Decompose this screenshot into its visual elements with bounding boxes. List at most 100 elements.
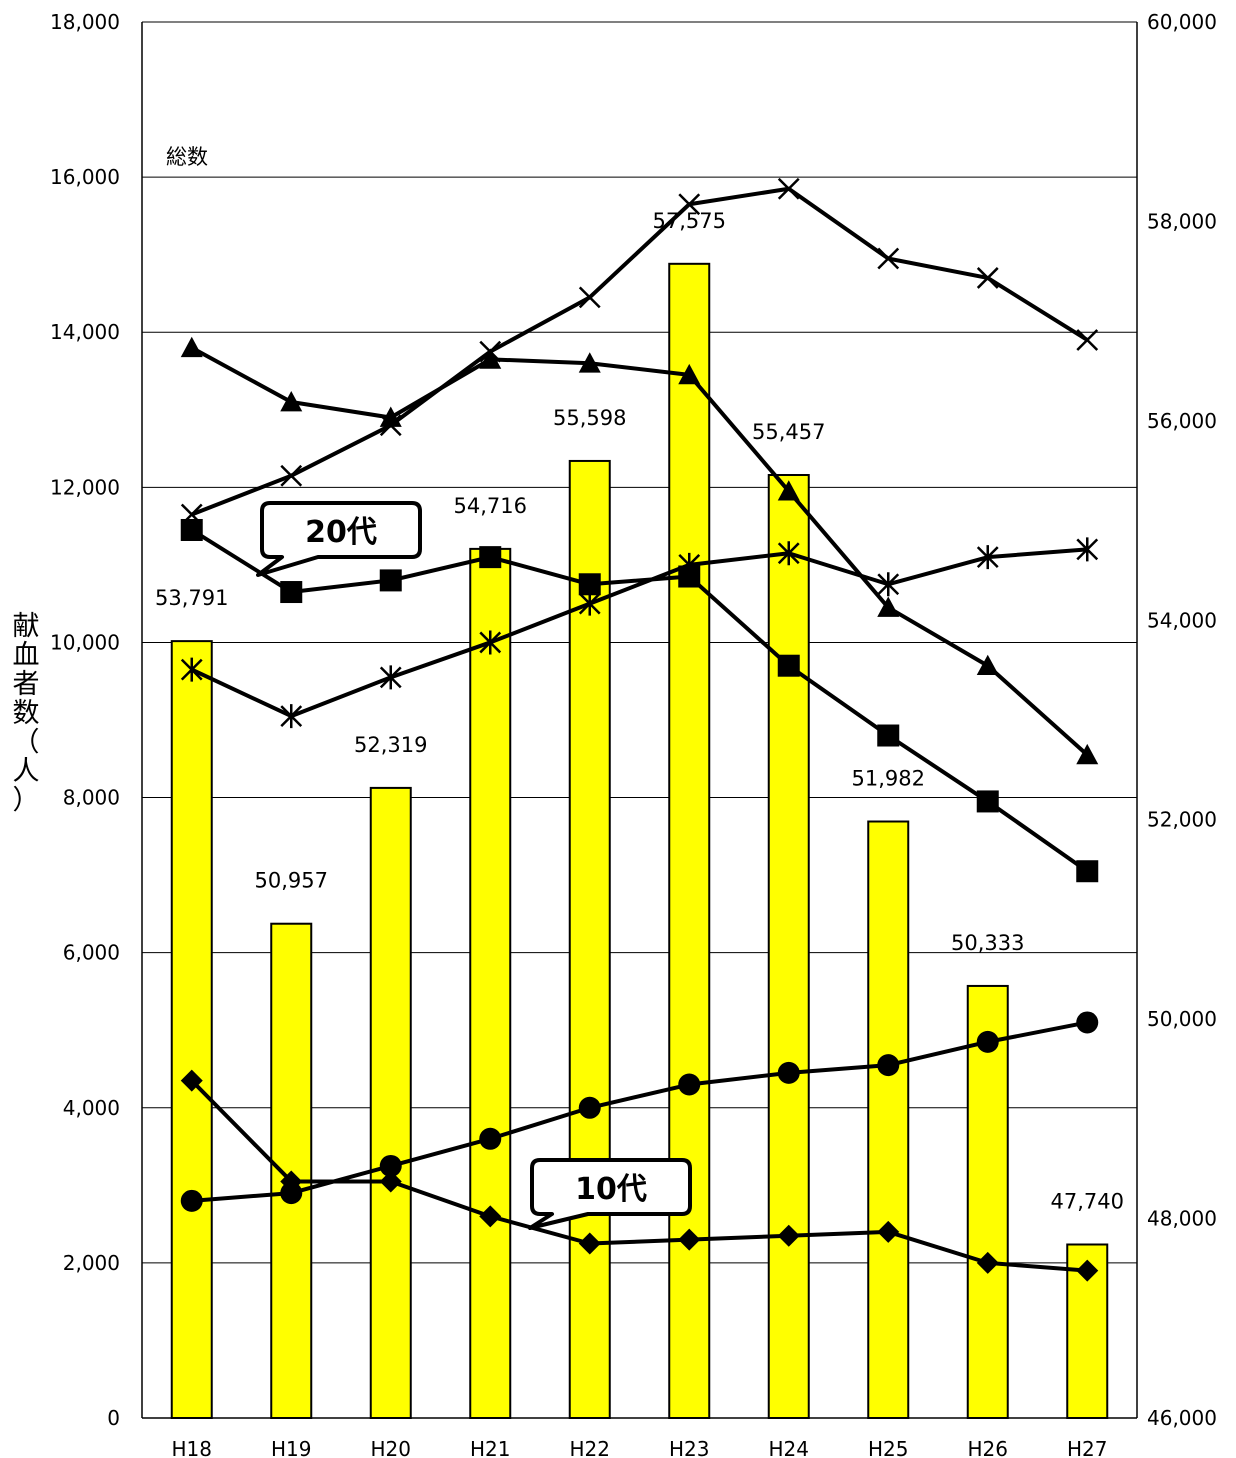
left-tick-label: 18,000	[50, 10, 120, 34]
triangle-marker	[777, 480, 800, 501]
square-marker	[379, 569, 402, 592]
circle-marker	[280, 1182, 303, 1205]
callout-10s: 10代	[528, 1158, 692, 1230]
asterisk-marker	[976, 545, 999, 570]
bar-data-label: 47,740	[1051, 1189, 1124, 1213]
square-marker	[180, 518, 203, 541]
circle-marker	[578, 1096, 601, 1119]
triangle-marker	[1076, 743, 1099, 765]
x-marker	[777, 177, 800, 200]
diamond-marker	[379, 1170, 402, 1193]
triangle-marker	[578, 352, 601, 373]
x-tick-label: H22	[570, 1437, 611, 1458]
right-tick-label: 52,000	[1147, 808, 1217, 832]
x-marker	[678, 193, 701, 216]
diamond-marker	[479, 1205, 502, 1228]
circle-marker	[180, 1189, 203, 1212]
bar-data-label: 54,716	[454, 494, 527, 518]
x-tick-label: H21	[470, 1437, 511, 1458]
x-marker	[578, 286, 601, 309]
bar-data-label: 53,791	[155, 586, 228, 610]
x-tick-label: H23	[669, 1437, 710, 1458]
callout-10s-label: 10代	[575, 1172, 647, 1207]
bar	[469, 547, 512, 1419]
triangle-marker	[976, 654, 999, 676]
series-line	[190, 528, 1089, 873]
x-marker	[379, 414, 402, 437]
triangle-marker	[280, 391, 303, 412]
series-line	[191, 186, 1089, 517]
series-line	[190, 345, 1089, 757]
bars	[170, 262, 1109, 1420]
series-asterisk	[180, 537, 1099, 729]
series-line	[190, 1079, 1088, 1273]
diamond-marker	[578, 1232, 601, 1255]
diamond-marker	[180, 1069, 203, 1092]
bar-data-label: 50,333	[951, 931, 1024, 955]
square-marker	[1076, 860, 1099, 883]
right-tick-label: 58,000	[1147, 209, 1217, 233]
bar-data-label: 57,575	[653, 209, 726, 233]
left-tick-label: 16,000	[50, 165, 120, 189]
series-square	[180, 518, 1099, 883]
triangle-marker	[180, 336, 203, 358]
x-marker	[1076, 329, 1099, 351]
diamond-marker	[678, 1228, 701, 1251]
diamond-marker	[280, 1170, 303, 1193]
x-tick-label: H25	[868, 1437, 909, 1458]
square-marker	[479, 546, 502, 569]
diamond-marker	[976, 1251, 999, 1274]
x-marker	[280, 464, 303, 487]
circle-marker	[777, 1061, 800, 1084]
bar-data-label: 52,319	[354, 733, 427, 757]
x-tick-label: H20	[371, 1437, 412, 1458]
right-tick-label: 60,000	[1147, 10, 1217, 34]
diamond-marker	[777, 1224, 800, 1247]
x-marker	[479, 340, 502, 363]
callout-20s-label: 20代	[305, 515, 377, 550]
circle-marker	[877, 1054, 900, 1077]
diamond-marker	[1076, 1259, 1099, 1282]
bar	[369, 786, 412, 1419]
triangle-marker	[479, 348, 502, 369]
circle-marker	[479, 1127, 502, 1150]
bar	[270, 922, 313, 1420]
square-marker	[280, 581, 303, 604]
left-tick-label: 14,000	[50, 320, 120, 344]
right-tick-label: 46,000	[1147, 1406, 1217, 1430]
x-marker	[976, 267, 999, 289]
bar-data-label: 51,982	[852, 767, 925, 791]
x-tick-label: H27	[1067, 1437, 1108, 1458]
left-tick-label: 12,000	[50, 475, 120, 499]
series-lines	[180, 177, 1099, 1282]
right-tick-label: 54,000	[1147, 608, 1217, 632]
right-tick-label: 56,000	[1147, 409, 1217, 433]
x-marker	[180, 503, 203, 526]
square-marker	[777, 654, 800, 677]
series-line	[190, 547, 1088, 719]
x-tick-label: H18	[172, 1437, 213, 1458]
square-marker	[976, 790, 999, 813]
bar-data-label: 50,957	[255, 869, 328, 893]
bar	[170, 640, 213, 1419]
asterisk-marker	[379, 665, 402, 690]
series-diamond	[180, 1069, 1099, 1282]
series-triangle	[180, 336, 1099, 765]
left-tick-label: 8,000	[63, 786, 120, 810]
square-marker	[578, 573, 601, 596]
circle-marker	[976, 1030, 999, 1053]
right-tick-label: 50,000	[1147, 1007, 1217, 1031]
diamond-marker	[877, 1220, 900, 1243]
x-tick-label: H24	[769, 1437, 810, 1458]
asterisk-marker	[578, 591, 601, 616]
bar-data-label: 55,457	[752, 420, 825, 444]
right-tick-label: 48,000	[1147, 1207, 1217, 1231]
asterisk-marker	[877, 572, 900, 597]
x-tick-label: H19	[271, 1437, 312, 1458]
callout-20s: 20代	[256, 501, 422, 577]
left-tick-label: 10,000	[50, 630, 120, 654]
left-tick-label: 2,000	[63, 1251, 120, 1275]
left-tick-label: 4,000	[63, 1096, 120, 1120]
left-tick-label: 6,000	[63, 941, 120, 965]
x-tick-label: H26	[968, 1437, 1009, 1458]
